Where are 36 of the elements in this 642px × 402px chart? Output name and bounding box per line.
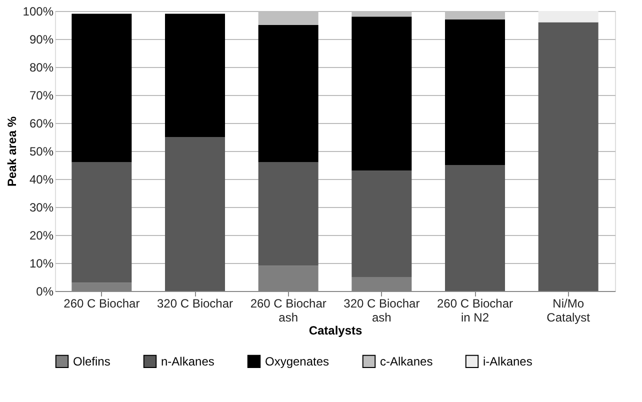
legend-label: n-Alkanes — [161, 354, 214, 368]
bar — [352, 16, 412, 171]
y-tick-label: 0% — [36, 284, 54, 298]
x-tick-label: 320 C Biochar ash — [344, 296, 420, 324]
x-axis-title: Catalysts — [308, 324, 362, 338]
y-tick-label: 20% — [29, 228, 54, 242]
bar — [258, 25, 318, 162]
bar — [445, 19, 505, 165]
x-tick-label: 260 C Biochar — [64, 296, 140, 310]
y-tick-label: 80% — [29, 60, 54, 74]
x-tick-label: 320 C Biochar — [156, 296, 234, 310]
y-axis-title: Peak area % — [4, 116, 19, 187]
legend-label: c-Alkanes — [380, 354, 433, 368]
bar — [258, 162, 318, 266]
y-tick-label: 30% — [29, 200, 54, 214]
bar — [165, 137, 225, 291]
y-tick-label: 10% — [29, 256, 54, 270]
y-tick-label: 60% — [29, 116, 54, 130]
y-tick-label: 50% — [29, 144, 54, 158]
bar — [165, 14, 225, 137]
y-tick-label: 40% — [29, 172, 54, 186]
bar — [72, 14, 132, 162]
bar — [72, 162, 132, 283]
x-tick-label: 260 C Biochar ash — [250, 296, 326, 324]
legend-label: Oxygenates — [265, 354, 330, 368]
y-tick-label: 90% — [29, 32, 54, 46]
bar — [352, 170, 412, 277]
y-tick-label: 70% — [29, 88, 54, 102]
bar — [538, 11, 598, 22]
legend-label: Olefins — [73, 354, 110, 368]
bar — [445, 165, 505, 291]
y-tick-label: 100% — [22, 4, 54, 18]
legend-label: i-Alkanes — [483, 354, 532, 368]
x-tick-label: 260 C Biochar in N2 — [436, 296, 514, 324]
bar — [538, 22, 598, 291]
x-tick-label: Ni/Mo Catalyst — [546, 296, 591, 324]
